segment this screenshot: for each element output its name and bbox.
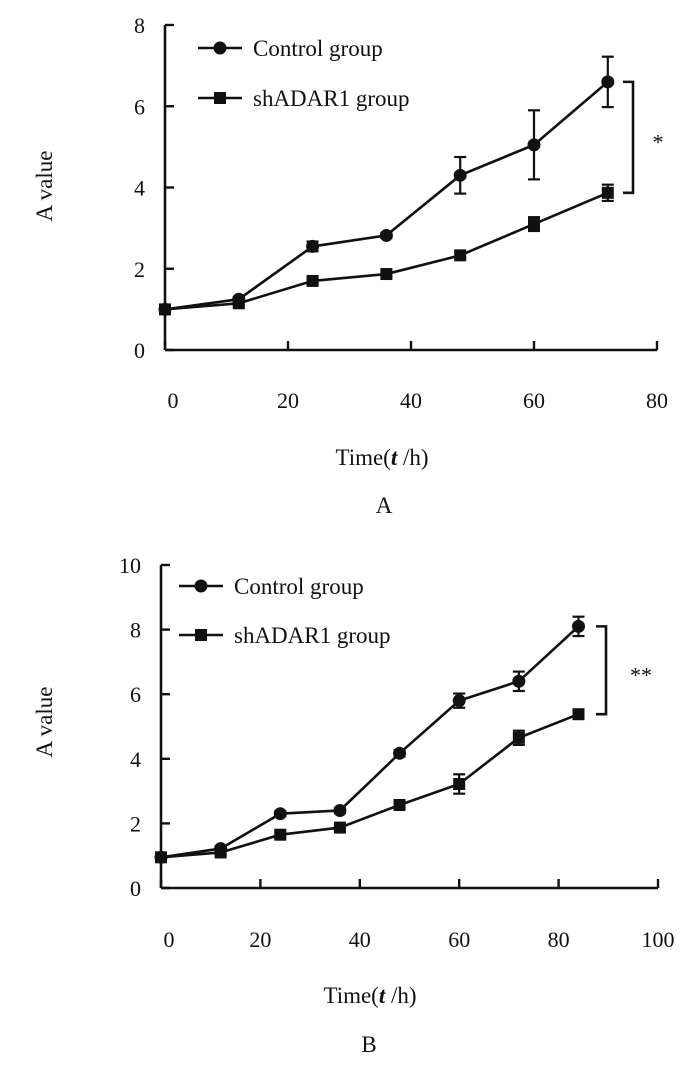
panel-a-series-control-point: [379, 228, 393, 242]
panel-b-series-shadar1-point: [214, 846, 227, 859]
panel-a-x-tick-label: 0: [168, 388, 179, 413]
panel-b-label: B: [361, 1032, 376, 1057]
panel-b-y-tick-label: 10: [119, 553, 141, 578]
panel-a-series-control-point: [527, 138, 541, 152]
panel-b-y-tick-label: 2: [130, 811, 141, 836]
panel-b-y-tick-label: 4: [130, 747, 141, 772]
panel-b-significance-bracket: [596, 625, 608, 716]
panel-a-y-tick-label: 4: [134, 176, 145, 201]
panel-a-y-tick-label: 2: [134, 257, 145, 282]
panel-b-series-control-point: [512, 674, 526, 688]
panel-b-x-tick-label: 100: [642, 927, 675, 952]
panel-a-x-tick-label: 60: [523, 388, 545, 413]
panel-b-y-axis-title: A value: [32, 687, 57, 758]
panel-b-x-tick-label: 40: [349, 927, 371, 952]
panel-a-y-tick-label: 0: [134, 338, 145, 363]
panel-a-series-shadar1-line: [164, 191, 609, 311]
panel-a-legend-label: shADAR1 group: [253, 86, 410, 111]
panel-a-x-axis-title: Time(t /h): [335, 445, 428, 470]
panel-b-series-control-point: [393, 746, 407, 760]
panel-b-series-shadar1-line: [160, 713, 579, 859]
panel-a-label: A: [376, 493, 393, 518]
panel-a-series-shadar1-point: [454, 249, 467, 262]
panel-b-x-axis-title: Time(t /h): [323, 983, 416, 1008]
panel-b-series-control-point: [273, 807, 287, 821]
panel-a-significance-label: *: [653, 129, 664, 154]
panel-a-series-shadar1-point: [601, 186, 614, 199]
panel-a-x-tick-label: 40: [400, 388, 422, 413]
panel-a-series-shadar1-point: [528, 218, 540, 231]
panel-b-y-tick-label: 8: [130, 618, 141, 643]
panel-b-series-shadar1-point: [333, 821, 346, 834]
panel-a-series-control-point: [306, 239, 320, 253]
panel-b-significance-label: **: [630, 662, 652, 687]
panel-a-x-tick-label: 80: [646, 388, 668, 413]
panel-a-legend-marker-circle: [213, 41, 227, 55]
panel-b-x-tick-label: 60: [448, 927, 470, 952]
panel-b-legend-label: shADAR1 group: [234, 623, 391, 648]
panel-b-series-shadar1-point: [393, 798, 406, 811]
panel-b-series-shadar1-point: [274, 828, 287, 841]
panel-a-legend-marker-square: [214, 92, 226, 104]
panel-a-series-shadar1-point: [232, 297, 245, 310]
panel-a-series-control-point: [601, 75, 615, 89]
panel-b-y-tick-label: 0: [130, 876, 141, 901]
panel-b-series-shadar1-point: [512, 731, 525, 744]
panel-a-x-tick-label: 20: [277, 388, 299, 413]
panel-a-legend-label: Control group: [253, 36, 383, 61]
panel-b-series-control-point: [333, 803, 347, 817]
panel-b-legend-marker-square: [195, 629, 207, 641]
panel-a-series-shadar1-point: [159, 303, 171, 316]
panel-b-series-control-line: [160, 625, 580, 859]
panel-b-series-shadar1-point: [453, 777, 466, 790]
panel-b-series-control-point: [452, 694, 466, 708]
panel-b-series-shadar1-point: [155, 851, 167, 864]
panel-b-x-tick-label: 20: [249, 927, 271, 952]
panel-b-y-tick-label: 6: [130, 682, 141, 707]
panel-b-legend-label: Control group: [234, 574, 364, 599]
panel-a-y-axis-title: A value: [32, 151, 57, 222]
panel-a-series-control-point: [453, 168, 467, 182]
panel-b-series-control-point: [571, 619, 585, 633]
panel-b-x-tick-label: 80: [548, 927, 570, 952]
panel-a-significance-bracket: [623, 80, 635, 195]
panel-a-series-shadar1-point: [380, 268, 393, 281]
panel-b-x-tick-label: 0: [164, 927, 175, 952]
panel-a-series-shadar1-point: [306, 274, 319, 287]
panel-b-legend-marker-circle: [194, 579, 208, 593]
panel-a-y-tick-label: 8: [134, 13, 145, 38]
panel-a-y-tick-label: 6: [134, 94, 145, 119]
panel-b-series-shadar1-point: [572, 708, 585, 721]
